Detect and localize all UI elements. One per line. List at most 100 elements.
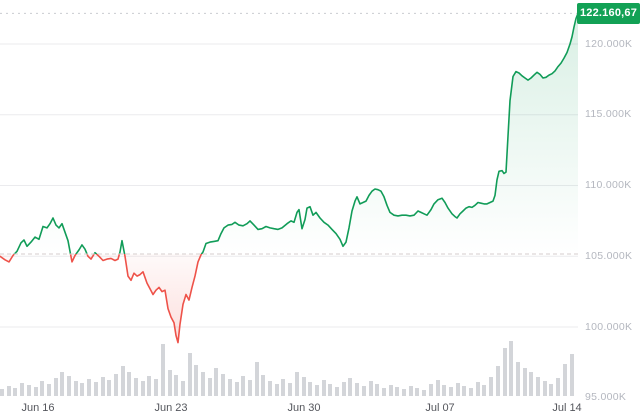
volume-bar xyxy=(40,381,44,396)
volume-bar xyxy=(80,383,84,396)
last-price-value: 122.160,67 xyxy=(579,7,638,20)
volume-bar xyxy=(134,378,138,396)
volume-bar xyxy=(382,388,386,396)
time-scale[interactable]: Jun 16 Jun 23 Jun 30 Jul 07 Jul 14 xyxy=(0,399,582,417)
volume-bar xyxy=(94,382,98,396)
price-tick-label: 110.000K xyxy=(585,179,632,191)
volume-bar xyxy=(188,353,192,396)
volume-bar xyxy=(168,370,172,396)
volume-bar xyxy=(402,389,406,396)
volume-bar xyxy=(503,348,507,396)
price-tick-label: 120.000K xyxy=(585,37,633,50)
volume-bar xyxy=(415,388,419,396)
volume-bar xyxy=(248,380,252,396)
volume-bar xyxy=(7,386,11,396)
volume-bar xyxy=(543,381,547,396)
volume-bar xyxy=(147,376,151,396)
volume-bar xyxy=(355,383,359,396)
volume-bar xyxy=(335,387,339,396)
volume-bar xyxy=(34,387,38,396)
volume-bar xyxy=(348,378,352,396)
volume-bar xyxy=(181,381,185,396)
volume-bar xyxy=(201,372,205,396)
volume-bar xyxy=(208,378,212,396)
volume-bar xyxy=(436,380,440,396)
volume-bar xyxy=(87,379,91,396)
volume-bar xyxy=(449,387,453,396)
volume-bar xyxy=(496,366,500,396)
time-tick-label: Jun 23 xyxy=(154,402,188,414)
area-fill-up xyxy=(14,13,578,254)
volume-bar xyxy=(476,382,480,396)
price-tick-label: 95.000K xyxy=(585,391,627,404)
volume-bar xyxy=(114,374,118,396)
last-price-badge: 122.160,67 xyxy=(577,2,640,24)
volume-bar xyxy=(20,383,24,396)
volume-bar xyxy=(141,381,145,396)
volume-bar xyxy=(214,368,218,396)
volume-bar xyxy=(456,383,460,396)
volume-bar xyxy=(161,344,165,396)
volume-bar xyxy=(13,388,17,396)
volume-bar xyxy=(74,381,78,396)
volume-bar xyxy=(235,382,239,396)
volume-bar xyxy=(482,385,486,396)
price-tick-label: 105.000K xyxy=(585,249,633,262)
volume-bar xyxy=(67,376,71,396)
volume-bar xyxy=(154,379,158,396)
volume-bar xyxy=(529,372,533,396)
time-tick-label: Jul 07 xyxy=(425,402,455,414)
volume-bar xyxy=(563,364,567,396)
price-scale[interactable]: 120.000K 115.000K 110.000K 105.000K 100.000K… xyxy=(578,0,640,404)
volume-bar xyxy=(422,390,426,396)
volume-bar xyxy=(315,385,319,396)
volume-bar xyxy=(308,382,312,396)
volume-bar xyxy=(268,381,272,396)
volume-bar xyxy=(375,384,379,396)
price-line-down xyxy=(0,253,203,344)
volume-bar xyxy=(462,386,466,396)
price-tick-label: 115.000K xyxy=(585,108,632,121)
volume-bar xyxy=(570,354,574,396)
volume-bar xyxy=(556,378,560,396)
volume-bar xyxy=(409,386,413,396)
volume-bar xyxy=(228,379,232,396)
time-tick-label: Jul 14 xyxy=(552,402,582,414)
volume-bar xyxy=(369,381,373,396)
time-tick-label: Jun 30 xyxy=(287,402,321,414)
volume-bar xyxy=(362,386,366,396)
volume-bar xyxy=(516,362,520,396)
volume-bar xyxy=(241,376,245,396)
volume-bar xyxy=(523,368,527,396)
volume-bar xyxy=(489,377,493,396)
volume-bar xyxy=(275,384,279,396)
volume-bar xyxy=(60,372,64,396)
volume-bar xyxy=(174,375,178,396)
volume-bar xyxy=(469,388,473,396)
volume-bar xyxy=(536,377,540,396)
volume-bar xyxy=(221,374,225,396)
volume-bar xyxy=(549,384,553,396)
volume-bar xyxy=(127,372,131,396)
volume-bar xyxy=(302,377,306,396)
volume-bar xyxy=(261,375,265,396)
price-line-up xyxy=(13,12,578,254)
volume-bar xyxy=(54,378,58,396)
volume-bar xyxy=(47,384,51,396)
volume-bar xyxy=(0,389,4,396)
volume-bar xyxy=(442,385,446,396)
volume-bar xyxy=(509,341,513,396)
volume-bar xyxy=(395,387,399,396)
volume-bar xyxy=(194,365,198,396)
volume-bar xyxy=(255,362,259,396)
volume-bar xyxy=(281,379,285,396)
volume-bar xyxy=(295,372,299,396)
volume-bar xyxy=(101,377,105,396)
volume-bar xyxy=(121,366,125,396)
volume-bar xyxy=(342,382,346,396)
volume-bar xyxy=(27,385,31,396)
area-fill-down xyxy=(0,253,578,343)
volume-bar xyxy=(322,380,326,396)
